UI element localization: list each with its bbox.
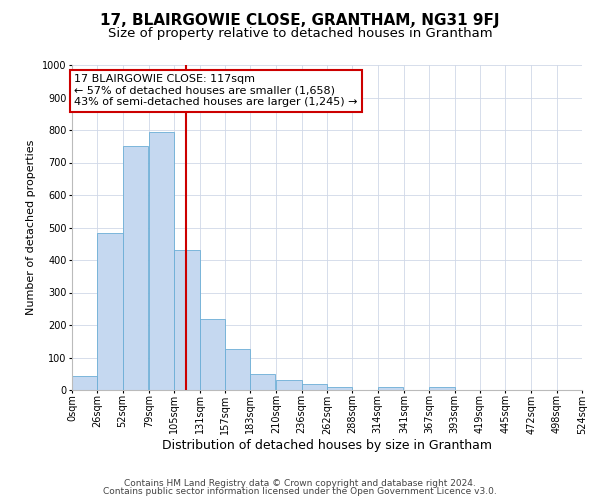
Text: Contains HM Land Registry data © Crown copyright and database right 2024.: Contains HM Land Registry data © Crown c… [124, 478, 476, 488]
Bar [277, 380, 302, 390]
Bar [429, 387, 455, 390]
Bar [97, 233, 122, 390]
Bar [149, 132, 174, 390]
Text: 17 BLAIRGOWIE CLOSE: 117sqm
← 57% of detached houses are smaller (1,658)
43% of : 17 BLAIRGOWIE CLOSE: 117sqm ← 57% of det… [74, 74, 358, 108]
Text: 17, BLAIRGOWIE CLOSE, GRANTHAM, NG31 9FJ: 17, BLAIRGOWIE CLOSE, GRANTHAM, NG31 9FJ [100, 12, 500, 28]
Bar [250, 374, 275, 390]
Bar [122, 146, 148, 390]
Bar [327, 387, 352, 390]
Bar [377, 388, 403, 390]
Bar [225, 350, 250, 390]
X-axis label: Distribution of detached houses by size in Grantham: Distribution of detached houses by size … [162, 439, 492, 452]
Bar [72, 376, 97, 390]
Bar [199, 319, 225, 390]
Text: Size of property relative to detached houses in Grantham: Size of property relative to detached ho… [107, 28, 493, 40]
Bar [302, 384, 327, 390]
Y-axis label: Number of detached properties: Number of detached properties [26, 140, 37, 315]
Text: Contains public sector information licensed under the Open Government Licence v3: Contains public sector information licen… [103, 487, 497, 496]
Bar [174, 250, 200, 390]
